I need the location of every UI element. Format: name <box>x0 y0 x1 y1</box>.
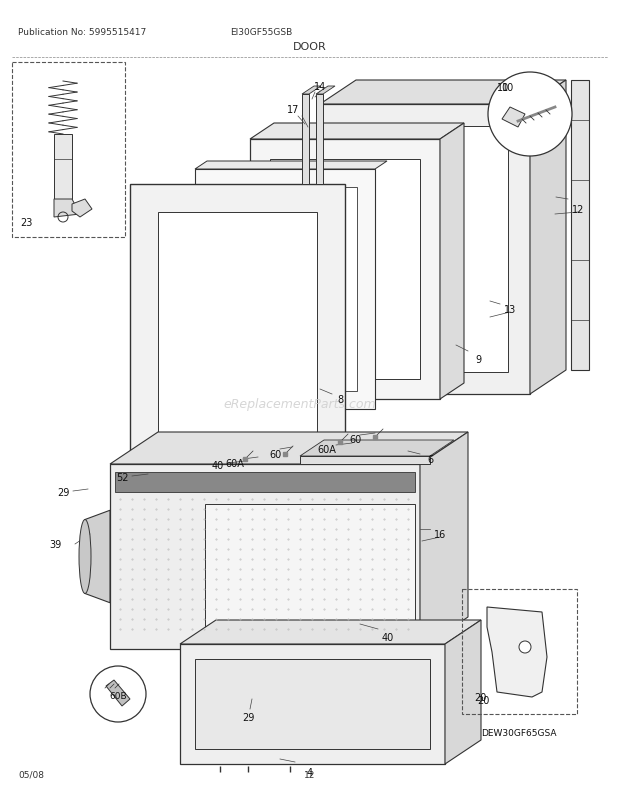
Polygon shape <box>180 620 481 644</box>
Polygon shape <box>205 504 415 634</box>
Text: 60: 60 <box>349 435 361 444</box>
Polygon shape <box>302 95 309 184</box>
Polygon shape <box>180 644 445 764</box>
Text: 14: 14 <box>314 82 326 92</box>
Polygon shape <box>270 160 420 379</box>
Text: 8: 8 <box>337 395 343 404</box>
Polygon shape <box>110 432 468 464</box>
Text: 20: 20 <box>477 695 489 705</box>
Text: 29: 29 <box>57 488 69 497</box>
Text: 60A: 60A <box>226 459 244 468</box>
Polygon shape <box>158 213 317 441</box>
Polygon shape <box>195 162 387 170</box>
Ellipse shape <box>79 520 91 593</box>
Polygon shape <box>85 511 110 603</box>
Text: 10: 10 <box>502 83 514 93</box>
Polygon shape <box>320 81 566 105</box>
Text: 23: 23 <box>20 217 32 228</box>
Text: eReplacementParts.com: eReplacementParts.com <box>224 398 376 411</box>
Polygon shape <box>115 472 415 492</box>
Text: 12: 12 <box>572 205 584 215</box>
Text: DEW30GF65GSA: DEW30GF65GSA <box>481 728 557 737</box>
Text: 6: 6 <box>427 455 433 464</box>
Polygon shape <box>213 188 357 391</box>
Text: 40: 40 <box>382 632 394 642</box>
Text: 10: 10 <box>497 83 509 93</box>
Text: EI30GF55GSB: EI30GF55GSB <box>230 28 292 37</box>
Text: 60B: 60B <box>109 691 127 701</box>
Polygon shape <box>487 607 547 697</box>
Text: 05/08: 05/08 <box>18 770 44 779</box>
Text: DOOR: DOOR <box>293 42 327 52</box>
Polygon shape <box>320 105 530 395</box>
Text: 60A: 60A <box>317 444 337 455</box>
Polygon shape <box>130 184 345 469</box>
Circle shape <box>488 73 572 157</box>
Polygon shape <box>440 124 464 399</box>
Polygon shape <box>342 127 508 373</box>
Polygon shape <box>300 440 454 456</box>
Polygon shape <box>571 81 589 371</box>
Polygon shape <box>445 620 481 764</box>
Polygon shape <box>106 680 130 706</box>
Polygon shape <box>316 95 323 184</box>
Polygon shape <box>110 464 420 649</box>
Text: 39: 39 <box>49 539 61 549</box>
Text: 20: 20 <box>474 692 486 702</box>
Polygon shape <box>72 200 92 217</box>
Circle shape <box>90 666 146 722</box>
Polygon shape <box>316 87 335 95</box>
Polygon shape <box>420 432 468 649</box>
Polygon shape <box>300 456 430 464</box>
Text: Publication No: 5995515417: Publication No: 5995515417 <box>18 28 146 37</box>
Text: 9: 9 <box>475 354 481 365</box>
Polygon shape <box>195 170 375 410</box>
Polygon shape <box>54 200 80 217</box>
Text: 60: 60 <box>269 449 281 460</box>
Polygon shape <box>250 124 464 140</box>
Polygon shape <box>302 87 321 95</box>
Polygon shape <box>54 135 72 200</box>
Text: 12: 12 <box>304 770 316 779</box>
Text: 17: 17 <box>287 105 299 115</box>
Polygon shape <box>502 107 525 128</box>
Polygon shape <box>530 81 566 395</box>
Text: 13: 13 <box>504 305 516 314</box>
Polygon shape <box>250 140 440 399</box>
Text: 40: 40 <box>212 460 224 471</box>
Text: 52: 52 <box>116 472 128 482</box>
Text: 4: 4 <box>307 767 313 777</box>
Polygon shape <box>195 659 430 749</box>
Circle shape <box>519 642 531 653</box>
Text: 16: 16 <box>434 529 446 539</box>
Text: 29: 29 <box>242 712 254 722</box>
